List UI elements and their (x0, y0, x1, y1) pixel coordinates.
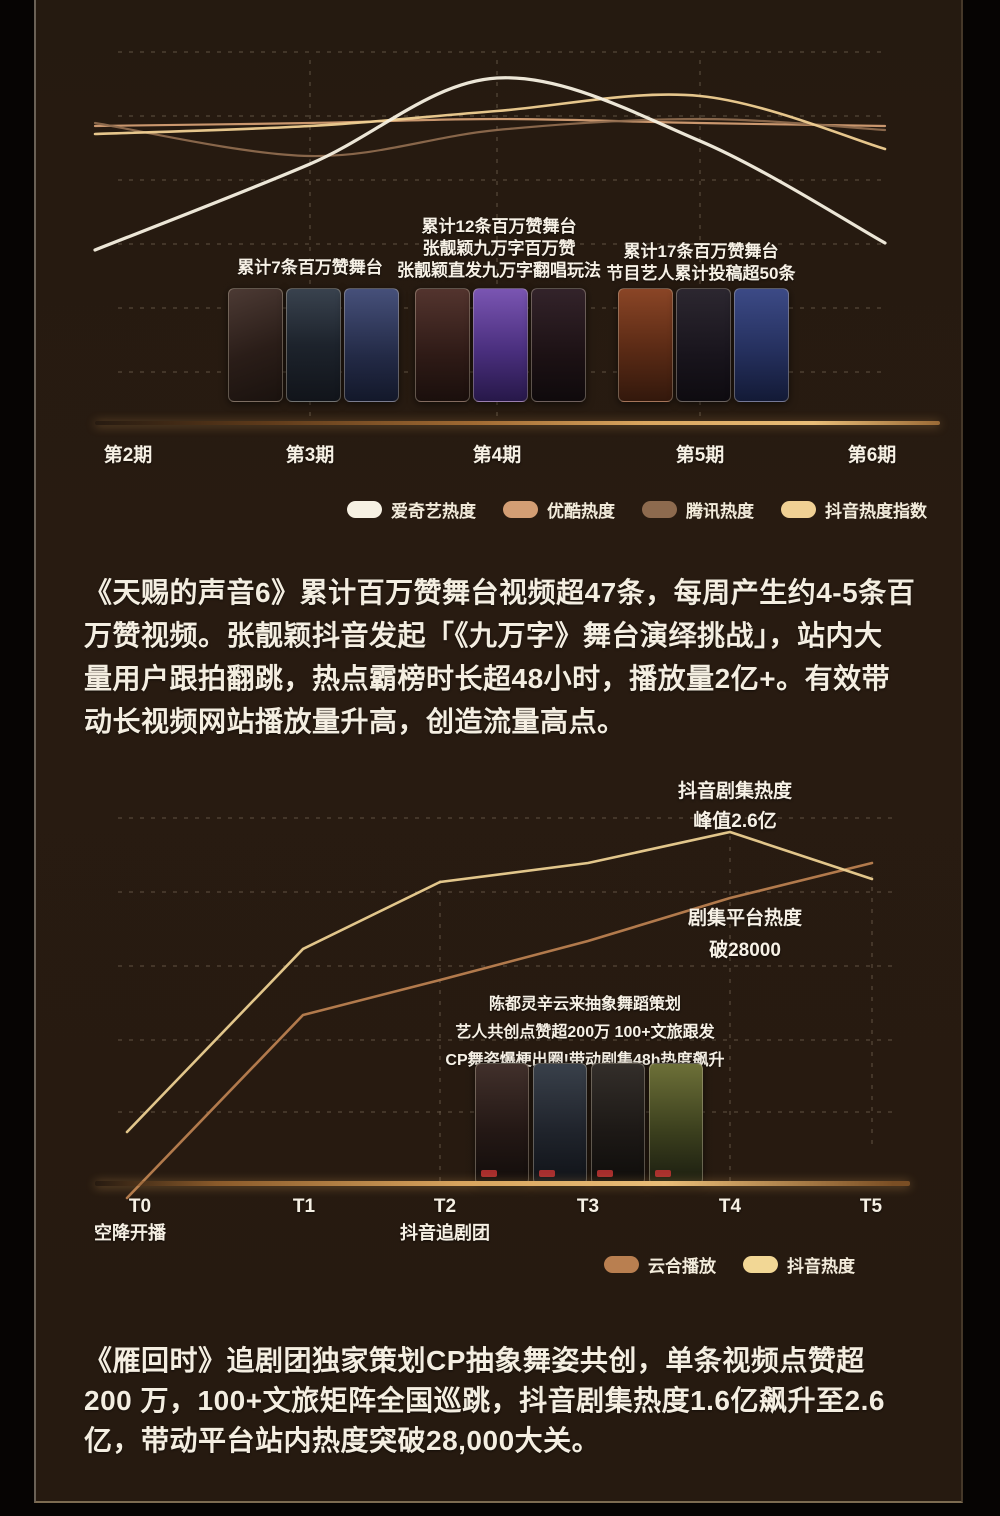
chart1-legend: 爱奇艺热度 优酷热度 腾讯热度 抖音热度指数 (347, 497, 954, 522)
annotation-line: 累计7条百万赞舞台 (237, 258, 383, 277)
annotation-line: 艺人共创点赞超200万 100+文旅跟发 (455, 1024, 715, 1041)
chart1-annotation-ep5: 累计17条百万赞舞台 节目艺人累计投稿超50条 (607, 241, 796, 285)
phone-screenshot (649, 1063, 703, 1185)
phone-screenshot (734, 288, 789, 402)
phone-screenshot (676, 288, 731, 402)
legend-label: 优酷热度 (547, 502, 615, 521)
chart2-legend: 云合播放 抖音热度 (604, 1252, 882, 1277)
phone-screenshot (228, 288, 283, 402)
legend-item: 抖音热度指数 (781, 497, 927, 522)
chart1-xlabel: 第6期 (847, 445, 897, 466)
chart1-annotation-ep4: 累计12条百万赞舞台 张靓颖九万字百万赞 张靓颖直发九万字翻唱玩法 (397, 216, 601, 282)
chart2-xsublabel-t0: 空降开播 (94, 1223, 166, 1243)
legend-label: 腾讯热度 (686, 502, 754, 521)
legend-label: 抖音热度指数 (825, 502, 927, 521)
phone-screenshot (475, 1063, 529, 1185)
annotation-line: 抖音剧集热度 (677, 781, 793, 802)
paragraph-line: 《天赐的声音6》累计百万赞舞台视频超47条，每周产生约4-5条百 (84, 577, 916, 608)
phone-screenshot (415, 288, 470, 402)
chart2-xlabel: T0 (128, 1196, 152, 1217)
legend-swatch-youku (503, 501, 538, 518)
chart1-xlabel: 第2期 (103, 445, 153, 466)
paragraph-line: 量用户跟拍翻跳，热点霸榜时长超48小时，播放量2亿+。有效带 (84, 663, 891, 694)
legend-item: 优酷热度 (503, 497, 615, 522)
phone-strip-drama (475, 1063, 703, 1185)
legend-item: 云合播放 (604, 1252, 716, 1277)
annotation-line: 剧集平台热度 (687, 908, 803, 929)
legend-swatch-tencent (642, 501, 677, 518)
legend-swatch-douyin-index (781, 501, 816, 518)
paragraph-line: 亿，带动平台站内热度突破28,000大关。 (84, 1425, 601, 1456)
chart1-xlabel: 第5期 (675, 445, 725, 466)
legend-swatch-yunhe (604, 1256, 639, 1273)
phone-screenshot (531, 288, 586, 402)
annotation-line: 峰值2.6亿 (693, 811, 777, 832)
chart2-axis-bar (95, 1181, 910, 1186)
phone-screenshot (286, 288, 341, 402)
chart2-xsublabel-t2: 抖音追剧团 (400, 1223, 490, 1243)
legend-label: 爱奇艺热度 (391, 502, 476, 521)
phone-screenshot (473, 288, 528, 402)
chart2-xlabel: T5 (859, 1196, 883, 1217)
chart1-xlabel: 第3期 (285, 445, 335, 466)
annotation-line: 累计12条百万赞舞台 (421, 217, 577, 236)
chart2-annotation-peak: 抖音剧集热度 峰值2.6亿 (678, 777, 792, 837)
phone-strip-ep5 (618, 288, 789, 402)
annotation-line: 累计17条百万赞舞台 (623, 242, 779, 261)
paragraph-line: 动长视频网站播放量升高，创造流量高点。 (84, 706, 626, 737)
summary-paragraph-2: 《雁回时》追剧团独家策划CP抽象舞姿共创，单条视频点赞超 200 万，100+文… (84, 1341, 924, 1461)
chart1-axis-bar (95, 421, 940, 425)
paragraph-line: 《雁回时》追剧团独家策划CP抽象舞姿共创，单条视频点赞超 (84, 1345, 865, 1376)
phone-strip-ep4 (415, 288, 586, 402)
phone-screenshot (533, 1063, 587, 1185)
chart2-xlabel: T1 (292, 1196, 316, 1217)
legend-swatch-iqiyi (347, 501, 382, 518)
paragraph-line: 万赞视频。张靓颖抖音发起「《九万字》舞台演绎挑战」，站内大 (84, 620, 883, 651)
chart2-xlabel: T2 (433, 1196, 457, 1217)
chart2-annotation-platform: 剧集平台热度 破28000 (688, 903, 802, 967)
paragraph-line: 200 万，100+文旅矩阵全国巡跳，抖音剧集热度1.6亿飙升至2.6 (84, 1385, 885, 1416)
annotation-line: 张靓颖九万字百万赞 (422, 239, 576, 258)
legend-item: 抖音热度 (743, 1252, 855, 1277)
legend-item: 爱奇艺热度 (347, 497, 476, 522)
legend-label: 云合播放 (648, 1257, 716, 1276)
annotation-line: 破28000 (709, 940, 781, 961)
phone-screenshot (344, 288, 399, 402)
annotation-line: 节目艺人累计投稿超50条 (606, 264, 796, 283)
legend-swatch-douyin (743, 1256, 778, 1273)
annotation-line: 张靓颖直发九万字翻唱玩法 (397, 261, 601, 280)
legend-label: 抖音热度 (787, 1257, 855, 1276)
chart2-xlabel: T4 (718, 1196, 742, 1217)
phone-strip-ep3 (228, 288, 399, 402)
phone-screenshot (591, 1063, 645, 1185)
summary-paragraph-1: 《天赐的声音6》累计百万赞舞台视频超47条，每周产生约4-5条百 万赞视频。张靓… (84, 571, 924, 743)
chart2-xlabel: T3 (576, 1196, 600, 1217)
chart1-annotation-ep3: 累计7条百万赞舞台 (237, 257, 382, 279)
phone-screenshot (618, 288, 673, 402)
annotation-line: 陈都灵辛云来抽象舞蹈策划 (488, 996, 682, 1013)
chart1-xlabel: 第4期 (472, 445, 522, 466)
legend-item: 腾讯热度 (642, 497, 754, 522)
